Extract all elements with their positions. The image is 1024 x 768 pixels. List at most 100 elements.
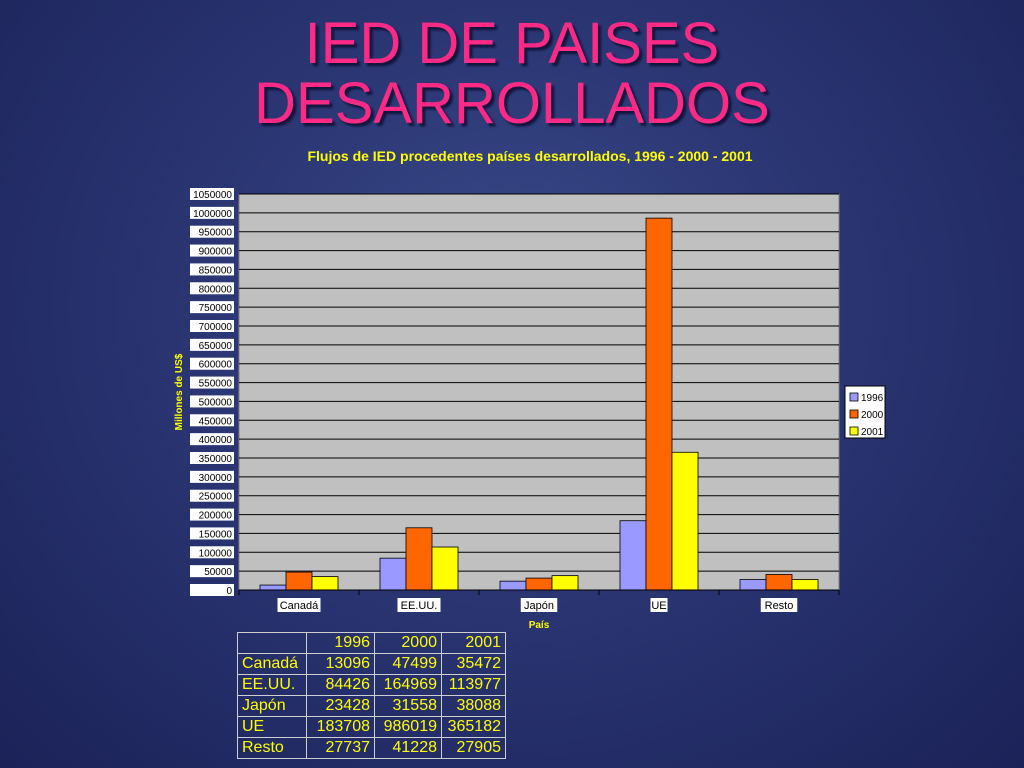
y-tick-label-bg <box>190 320 234 332</box>
x-tick-label-bg <box>277 598 321 612</box>
plot-area <box>238 193 840 591</box>
x-tick-label-bg <box>520 598 558 612</box>
y-tick-label-bg <box>190 206 234 219</box>
y-tick-label: 200000 <box>199 511 233 522</box>
legend-label: 2001 <box>861 427 884 438</box>
bar <box>671 451 699 591</box>
y-tick-label-bg <box>190 584 234 596</box>
y-tick-label-bg <box>190 301 234 314</box>
legend-label: 1996 <box>861 393 884 404</box>
legend-swatch <box>849 392 859 402</box>
bar <box>765 574 793 591</box>
slide-title-line-2: DESARROLLADOS <box>254 71 770 136</box>
legend-label: 2000 <box>861 410 884 421</box>
y-tick-label-bg <box>190 433 234 446</box>
y-tick-label-bg <box>190 282 234 295</box>
bar <box>259 584 287 591</box>
y-tick-label: 750000 <box>199 303 233 314</box>
y-tick-label-bg <box>190 452 234 464</box>
table-cell: 1996 <box>306 632 375 654</box>
y-tick-label: 50000 <box>204 567 232 578</box>
y-tick-label-bg <box>190 565 234 578</box>
x-tick-label-bg <box>397 598 441 612</box>
bar <box>551 575 579 591</box>
y-tick-label: 400000 <box>199 435 233 446</box>
bar <box>791 579 819 591</box>
table-cell: 13096 <box>306 653 375 675</box>
y-tick-label-bg <box>190 357 234 370</box>
y-tick-label-bg <box>190 244 234 257</box>
x-tick-label: Canadá <box>280 600 319 612</box>
y-tick-label: 300000 <box>199 473 233 484</box>
chart-title: Flujos de IED procedentes países desarro… <box>307 148 753 164</box>
y-tick-label: 500000 <box>199 397 233 408</box>
y-tick-label: 950000 <box>199 228 233 239</box>
y-tick-label: 100000 <box>199 548 233 559</box>
table-cell: 164969 <box>374 674 442 696</box>
table-header-row: 1996 2000 2001 <box>237 632 506 654</box>
x-tick-label: Resto <box>765 600 794 612</box>
bar-chart: 0 50000 100000 150000 200000 250000 300000 3500… <box>174 188 886 631</box>
y-tick-label: 850000 <box>199 265 233 276</box>
table-row: UE 183708 986019 365182 <box>237 716 506 738</box>
table-cell: 23428 <box>306 695 375 717</box>
x-tick-label: EE.UU. <box>401 600 438 612</box>
table-row-label: UE <box>237 716 307 738</box>
y-tick-label-bg <box>190 527 234 540</box>
slide-title-line-1: IED DE PAISES <box>304 11 720 76</box>
bar <box>525 577 553 591</box>
y-tick-label-bg <box>190 188 234 200</box>
y-tick-label: 1000000 <box>193 209 232 220</box>
y-tick-label: 900000 <box>199 247 233 258</box>
y-tick-label-bg <box>190 225 234 238</box>
y-tick-label: 700000 <box>199 322 233 333</box>
y-tick-label-bg <box>190 338 234 351</box>
y-tick-label: 250000 <box>199 492 233 503</box>
bar <box>379 557 407 591</box>
y-tick-label-bg <box>190 414 234 427</box>
table-cell: 113977 <box>441 674 506 696</box>
bar <box>311 576 339 591</box>
table-cell: 27905 <box>441 737 506 759</box>
y-tick-label: 150000 <box>199 529 233 540</box>
table-row: Canadá 13096 47499 35472 <box>237 653 506 675</box>
table-row-label: Japón <box>237 695 307 717</box>
table-cell: 183708 <box>306 716 375 738</box>
y-tick-label-bg <box>190 470 234 483</box>
y-tick-label: 600000 <box>199 360 233 371</box>
y-axis-label: Millones de US$ <box>174 353 185 430</box>
data-table: 1996 2000 2001 Canadá 13096 47499 35472 EE.UU. 8… <box>237 632 506 759</box>
table-row: Resto 27737 41228 27905 <box>237 737 506 759</box>
table-cell: 2001 <box>441 632 506 654</box>
table-row: Japón 23428 31558 38088 <box>237 695 506 717</box>
bar <box>405 527 433 591</box>
y-tick-label: 800000 <box>199 284 233 295</box>
y-tick-label: 350000 <box>199 454 233 465</box>
y-tick-label: 0 <box>226 586 232 597</box>
bar <box>645 217 673 591</box>
table-row-label <box>237 632 307 654</box>
legend-swatch <box>849 426 859 436</box>
bar <box>285 571 313 591</box>
table-cell: 47499 <box>374 653 442 675</box>
bar <box>739 579 767 591</box>
table-cell: 41228 <box>374 737 442 759</box>
x-tick-label-bg <box>650 598 668 612</box>
y-tick-label: 550000 <box>199 379 233 390</box>
y-tick-label: 450000 <box>199 416 233 427</box>
y-tick-label-bg <box>190 263 234 276</box>
table-row-label: Resto <box>237 737 307 759</box>
y-tick-label-bg <box>190 546 234 559</box>
bar <box>619 520 647 591</box>
table-cell: 31558 <box>374 695 442 717</box>
table-cell: 2000 <box>374 632 442 654</box>
slide-title: IED DE PAISES DESARROLLADOS <box>0 14 1024 134</box>
x-tick-label: UE <box>651 600 666 612</box>
y-tick-label-bg <box>190 376 234 389</box>
table-row-label: Canadá <box>237 653 307 675</box>
y-tick-label: 1050000 <box>193 190 232 201</box>
y-tick-label-bg <box>190 489 234 502</box>
table-row: EE.UU. 84426 164969 113977 <box>237 674 506 696</box>
y-tick-label-bg <box>190 395 234 408</box>
bar <box>499 580 527 591</box>
